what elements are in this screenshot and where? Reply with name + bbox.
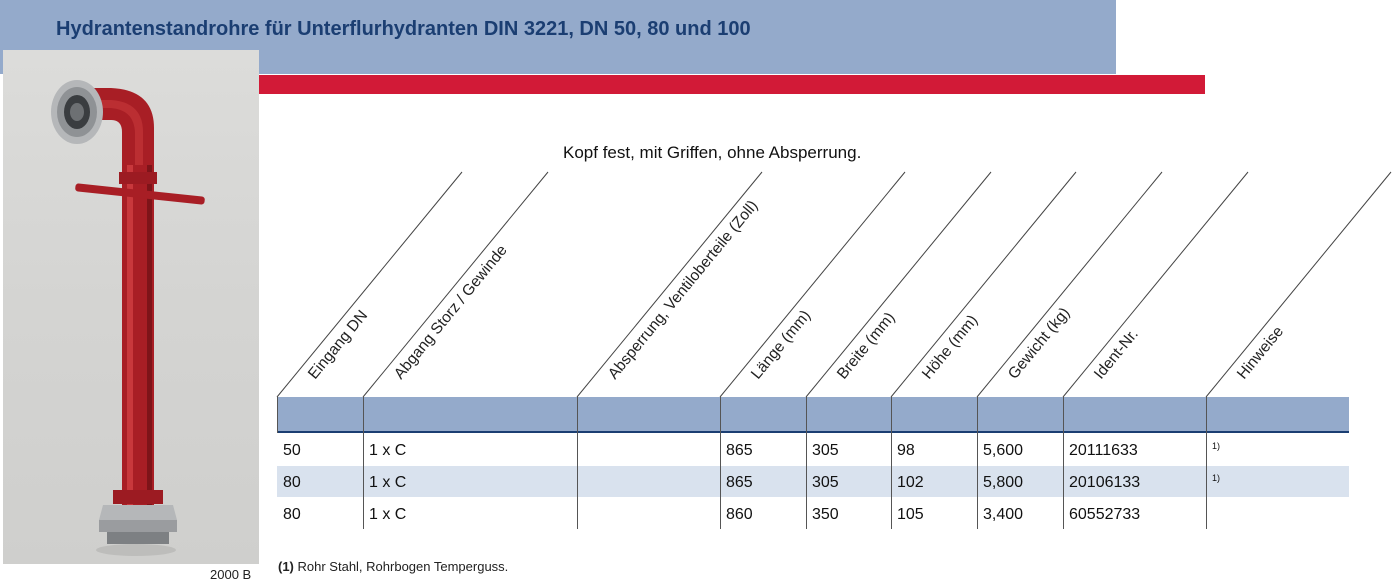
footnote-text: Rohr Stahl, Rohrbogen Temperguss. (297, 559, 509, 574)
column-header-hoehe: Höhe (mm) (919, 312, 981, 383)
cell-ident: 60552733 (1069, 506, 1141, 523)
header-diagonal-breite (805, 171, 992, 398)
table-row: 80 1 x C 860 350 105 3,400 60552733 (277, 498, 1349, 529)
header-diagonal-hoehe (890, 171, 1077, 398)
cell-gewicht: 5,800 (983, 474, 1024, 491)
column-separator (1063, 397, 1064, 529)
cell-ident: 20106133 (1069, 474, 1141, 491)
header-diagonal-absperrung (576, 171, 763, 398)
column-separator (577, 397, 578, 529)
cell-breite: 305 (812, 442, 839, 459)
column-header-absperrung: Absperrung, Ventiloberteile (Zoll) (605, 197, 761, 382)
header-labels: Eingang DN Abgang Storz / Gewinde Absperru… (305, 197, 1287, 382)
column-separator (720, 397, 721, 529)
cell-hoehe: 98 (897, 442, 915, 459)
cell-gewicht: 5,600 (983, 442, 1024, 459)
header-diagonal-eingang (276, 171, 463, 398)
footnote-marker: (1) (278, 559, 294, 574)
column-separator (277, 397, 278, 433)
header-diagonal-hinweise (1205, 171, 1392, 398)
cell-eingang: 80 (283, 506, 301, 523)
cell-eingang: 80 (283, 474, 301, 491)
table-row: 80 1 x C 865 305 102 5,800 20106133 1) (277, 466, 1349, 497)
accent-red-bar (259, 75, 1205, 94)
column-separator (977, 397, 978, 529)
column-header-eingang: Eingang DN (305, 307, 371, 382)
column-separator (806, 397, 807, 529)
header-diagonal-ident (1062, 171, 1249, 398)
cell-laenge: 865 (726, 442, 753, 459)
column-header-gewicht: Gewicht (kg) (1005, 305, 1073, 383)
column-header-abgang: Abgang Storz / Gewinde (391, 242, 511, 383)
cell-ident: 20111633 (1069, 442, 1138, 459)
cell-hoehe: 105 (897, 506, 924, 523)
column-header-laenge: Länge (mm) (748, 307, 814, 382)
cell-eingang: 50 (283, 442, 301, 459)
cell-abgang: 1 x C (369, 474, 407, 491)
cell-abgang: 1 x C (369, 506, 407, 523)
cell-breite: 305 (812, 474, 839, 491)
column-header-breite: Breite (mm) (834, 309, 899, 382)
table-header-band (277, 397, 1349, 431)
cell-hinweise: 1) (1212, 441, 1221, 451)
cell-gewicht: 3,400 (983, 506, 1024, 523)
standpipe-illustration (51, 80, 205, 556)
column-separator (1206, 397, 1207, 529)
table-header-rule (277, 431, 1349, 433)
cell-hinweise: 1) (1212, 473, 1221, 483)
column-separator (891, 397, 892, 529)
header-diagonal-laenge (719, 171, 906, 398)
footnote: (1) Rohr Stahl, Rohrbogen Temperguss. (278, 559, 508, 574)
cell-breite: 350 (812, 506, 839, 523)
cell-abgang: 1 x C (369, 442, 407, 459)
table-row: 50 1 x C 865 305 98 5,600 20111633 1) (277, 434, 1349, 465)
page-title: Hydrantenstandrohre für Unterflurhydrant… (56, 18, 751, 40)
cell-hoehe: 102 (897, 474, 924, 491)
product-photo (3, 50, 259, 564)
header-diagonal-lines (276, 171, 1392, 398)
header-diagonal-gewicht (976, 171, 1163, 398)
table-subtitle: Kopf fest, mit Griffen, ohne Absperrung. (563, 143, 862, 162)
header-diagonal-abgang (362, 171, 549, 398)
photo-caption: 2000 B (210, 567, 252, 582)
cell-laenge: 860 (726, 506, 753, 523)
cell-laenge: 865 (726, 474, 753, 491)
column-separator (363, 397, 364, 529)
column-headers: Eingang DN Abgang Storz / Gewinde Absperru… (276, 171, 1392, 398)
